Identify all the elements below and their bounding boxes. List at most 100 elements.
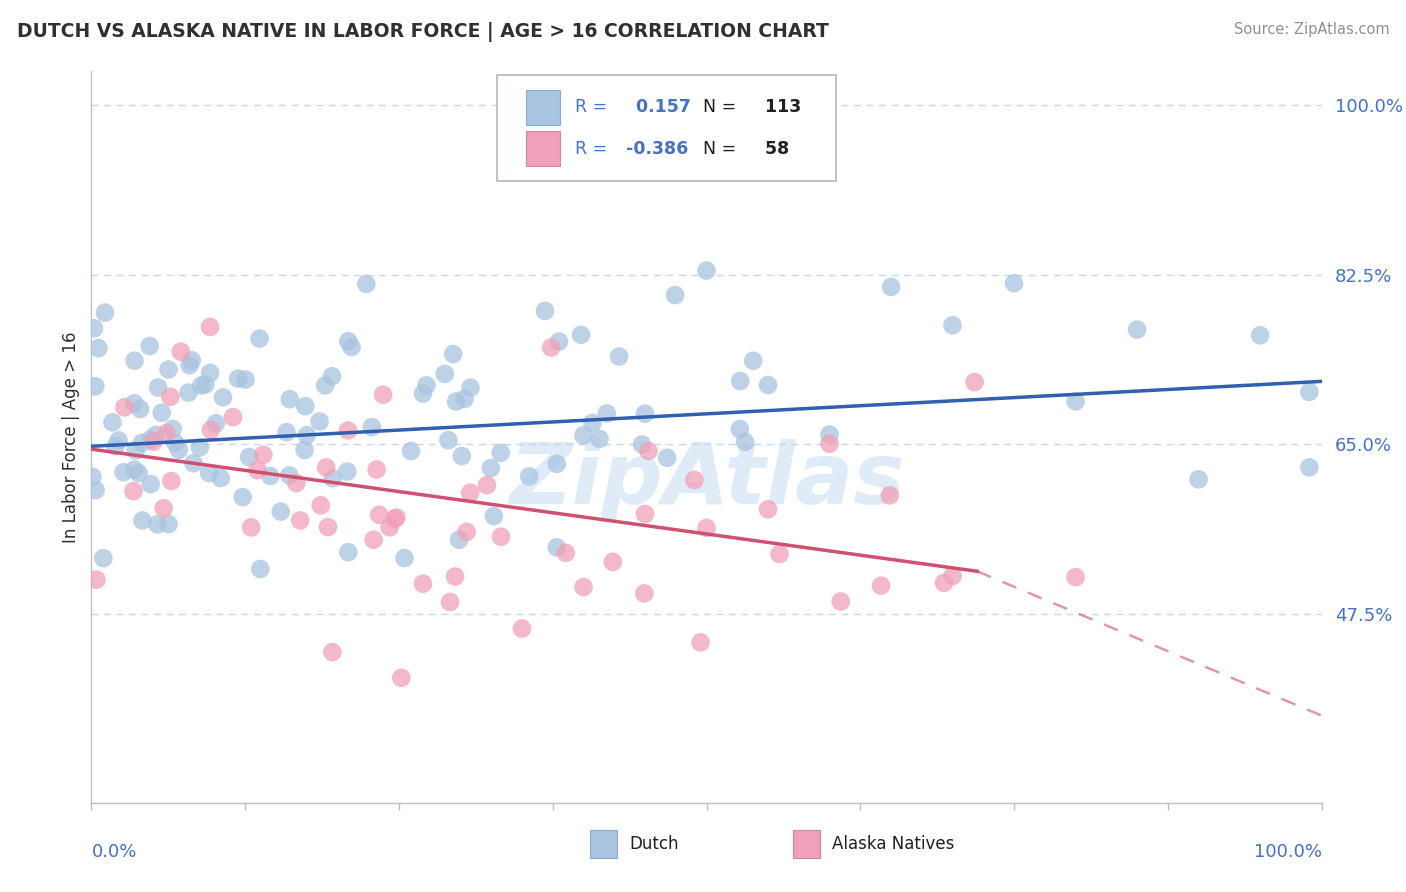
Point bbox=[510, 622, 533, 636]
Point bbox=[439, 595, 461, 609]
Point bbox=[441, 347, 464, 361]
Point bbox=[633, 586, 655, 600]
Point bbox=[194, 377, 217, 392]
Point bbox=[139, 477, 162, 491]
Point bbox=[138, 339, 160, 353]
Point bbox=[458, 485, 481, 500]
Point bbox=[695, 521, 717, 535]
Point bbox=[546, 457, 568, 471]
Point bbox=[104, 439, 127, 453]
Point bbox=[1064, 394, 1087, 409]
Point bbox=[155, 425, 177, 440]
Point bbox=[122, 484, 145, 499]
Point bbox=[285, 476, 308, 491]
Point bbox=[183, 456, 205, 470]
Y-axis label: In Labor Force | Age > 16: In Labor Force | Age > 16 bbox=[62, 331, 80, 543]
Point bbox=[534, 304, 557, 318]
Point bbox=[131, 435, 153, 450]
Point bbox=[87, 341, 110, 355]
Point bbox=[198, 320, 221, 334]
Point bbox=[84, 483, 107, 497]
Point bbox=[190, 378, 212, 392]
Point bbox=[631, 437, 654, 451]
Point bbox=[159, 390, 181, 404]
Point bbox=[270, 505, 292, 519]
Point bbox=[637, 444, 659, 458]
Point bbox=[336, 465, 359, 479]
Point bbox=[879, 488, 901, 502]
Point bbox=[870, 579, 893, 593]
Point bbox=[337, 334, 360, 349]
Point bbox=[581, 416, 603, 430]
Point bbox=[607, 350, 630, 364]
Point bbox=[742, 353, 765, 368]
Point bbox=[124, 443, 146, 458]
Point bbox=[460, 381, 482, 395]
Point bbox=[278, 468, 301, 483]
Point bbox=[437, 433, 460, 447]
Point bbox=[569, 327, 592, 342]
Point bbox=[238, 450, 260, 464]
Point bbox=[101, 416, 124, 430]
Point bbox=[82, 470, 104, 484]
Point bbox=[734, 434, 756, 449]
Point bbox=[112, 465, 135, 479]
Point bbox=[548, 334, 571, 349]
Point bbox=[1249, 328, 1271, 343]
Point bbox=[249, 562, 271, 576]
Point bbox=[209, 471, 232, 485]
Point bbox=[86, 573, 108, 587]
Point bbox=[1187, 472, 1209, 486]
Point bbox=[259, 469, 281, 483]
Point bbox=[212, 390, 235, 404]
Point bbox=[1002, 277, 1025, 291]
Point bbox=[453, 392, 475, 406]
Point bbox=[475, 478, 498, 492]
Point bbox=[226, 371, 249, 385]
Point bbox=[683, 473, 706, 487]
Point bbox=[124, 353, 146, 368]
Text: -0.386: -0.386 bbox=[620, 140, 689, 158]
Point bbox=[1298, 384, 1320, 399]
Point bbox=[634, 507, 657, 521]
Point bbox=[371, 388, 394, 402]
Point bbox=[83, 321, 105, 335]
Text: R =: R = bbox=[575, 140, 607, 158]
Point bbox=[932, 575, 955, 590]
Point bbox=[602, 555, 624, 569]
Point bbox=[180, 353, 202, 368]
Point bbox=[689, 635, 711, 649]
FancyBboxPatch shape bbox=[498, 75, 835, 181]
Point bbox=[91, 551, 114, 566]
Point bbox=[394, 551, 416, 566]
Point bbox=[634, 407, 657, 421]
Point bbox=[157, 517, 180, 532]
Point bbox=[314, 378, 336, 392]
Point bbox=[941, 318, 963, 333]
Text: N =: N = bbox=[692, 140, 735, 158]
Point bbox=[756, 378, 779, 392]
Point bbox=[276, 425, 298, 439]
Text: 0.157: 0.157 bbox=[624, 98, 690, 116]
Point bbox=[384, 512, 406, 526]
Point bbox=[252, 448, 274, 462]
Point bbox=[963, 375, 986, 389]
Point bbox=[356, 277, 378, 291]
Point bbox=[205, 416, 228, 430]
Point bbox=[1298, 460, 1320, 475]
Point bbox=[162, 422, 184, 436]
Bar bbox=[526, 131, 560, 167]
Point bbox=[444, 394, 467, 409]
Point bbox=[456, 524, 478, 539]
Point bbox=[489, 446, 512, 460]
Point bbox=[295, 428, 318, 442]
Point bbox=[730, 374, 752, 388]
Bar bbox=[589, 830, 617, 858]
Point bbox=[572, 428, 595, 442]
Point bbox=[290, 513, 312, 527]
Point bbox=[363, 533, 385, 547]
Point bbox=[294, 399, 316, 413]
Text: 100.0%: 100.0% bbox=[1254, 843, 1322, 861]
Point bbox=[368, 508, 391, 522]
Point bbox=[177, 385, 200, 400]
